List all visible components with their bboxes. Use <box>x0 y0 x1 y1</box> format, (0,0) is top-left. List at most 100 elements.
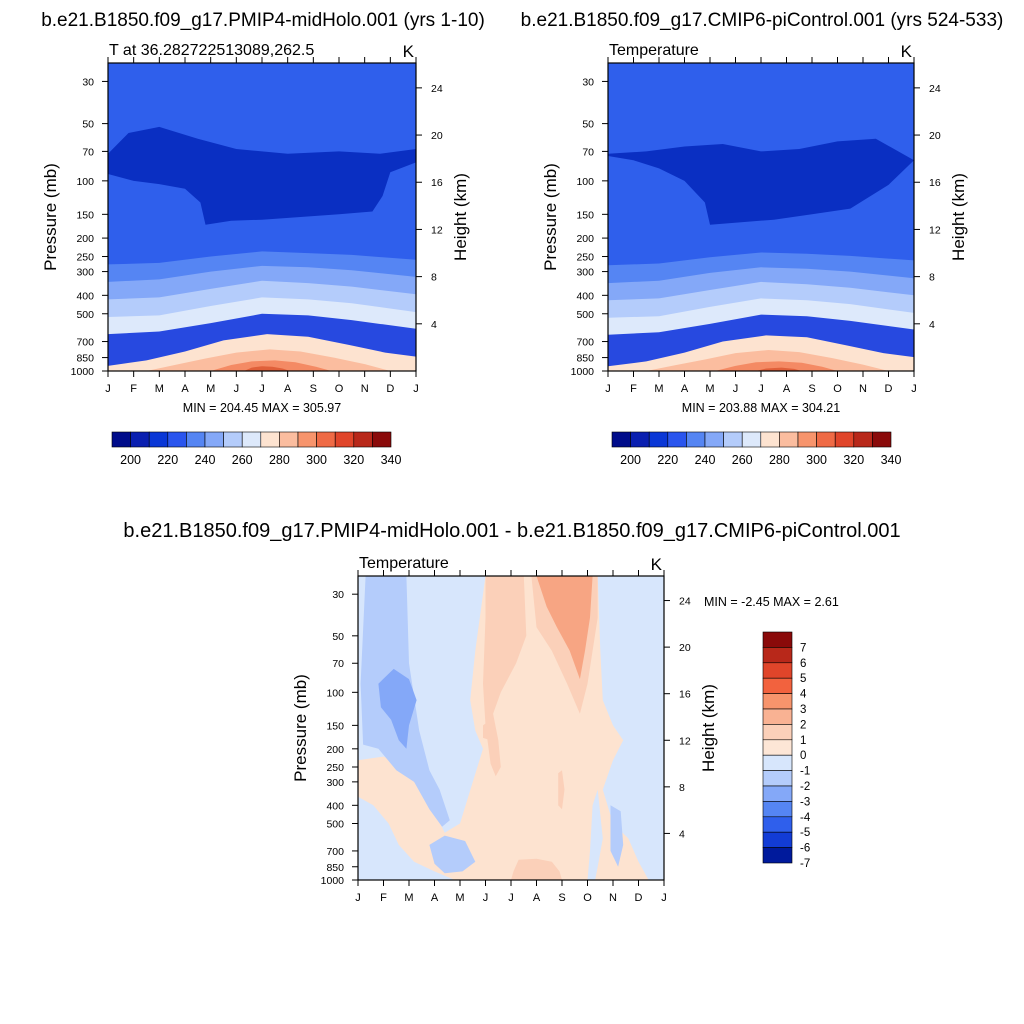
left-x-tick-label: J <box>259 383 265 395</box>
left-height-tick-label: 12 <box>431 224 443 236</box>
right-colorbar-label: 340 <box>881 453 902 467</box>
left-colorbar-label: 320 <box>343 453 364 467</box>
left-x-tick-label: D <box>386 383 394 395</box>
left-x-tick-label: N <box>361 383 369 395</box>
left-colorbar-label: 280 <box>269 453 290 467</box>
diff-colorbar-box <box>762 801 793 818</box>
left-colorbar-box <box>111 431 131 448</box>
right-colorbar-box <box>779 431 799 448</box>
diff-contour-2-2 <box>536 576 593 680</box>
right-height-tick-label: 20 <box>929 130 941 142</box>
right-colorbar-box <box>797 431 817 448</box>
diff-x-tick-label: A <box>533 892 541 904</box>
right-colorbar-box <box>648 431 669 448</box>
left-contour-group <box>108 63 416 371</box>
left-pressure-tick-label: 250 <box>76 252 94 264</box>
diff-x-tick-label: J <box>483 892 489 904</box>
diff-colorbar-box <box>762 739 793 756</box>
right-x-tick-label: A <box>783 383 791 395</box>
right-colorbar-label: 320 <box>843 453 864 467</box>
right-colorbar-box <box>611 431 631 448</box>
diff-colorbar-label: 6 <box>800 658 806 670</box>
left-pressure-tick-label: 70 <box>82 146 94 158</box>
right-case-title: b.e21.B1850.f09_g17.CMIP6-piControl.001 … <box>521 10 1004 31</box>
left-x-tick-label: O <box>335 383 344 395</box>
diff-contour-0-7 <box>358 796 455 880</box>
diff-colorbar-label: -3 <box>800 796 810 808</box>
diff-colorbar-label: 7 <box>800 642 806 654</box>
diff-pressure-tick-label: 300 <box>326 777 344 789</box>
diff-colorbar-label: -5 <box>800 827 810 839</box>
diff-pressure-tick-label: 200 <box>326 744 344 756</box>
diff-units-label: K <box>651 555 663 574</box>
right-pressure-tick-label: 150 <box>576 209 594 221</box>
diff-pressure-tick-label: 850 <box>326 862 344 874</box>
left-contour-210-9 <box>108 126 416 225</box>
left-colorbar-box <box>334 431 355 448</box>
diff-colorbar-label: 1 <box>800 735 806 747</box>
right-colorbar-box <box>686 431 706 448</box>
diff-x-tick-label: S <box>558 892 565 904</box>
left-units-label: K <box>403 42 415 61</box>
left-colorbar-label: 340 <box>381 453 402 467</box>
left-pressure-tick-label: 200 <box>76 233 94 245</box>
right-colorbar-box <box>723 431 743 448</box>
left-minmax-text: MIN = 204.45 MAX = 305.97 <box>183 401 341 415</box>
left-pressure-tick-label: 30 <box>82 76 94 88</box>
right-colorbar-label: 260 <box>732 453 753 467</box>
left-pressure-tick-label: 300 <box>76 267 94 279</box>
left-colorbar-box <box>223 431 243 448</box>
left-x-tick-label: M <box>155 383 164 395</box>
right-pressure-tick-label: 50 <box>582 119 594 131</box>
right-pressure-tick-label: 100 <box>576 176 594 188</box>
left-subtitle: T at 36.282722513089,262.5 <box>109 42 314 59</box>
right-pressure-tick-label: 850 <box>576 353 594 365</box>
diff-colorbar-label: 5 <box>800 673 806 685</box>
left-colorbar-box <box>316 431 336 448</box>
left-height-tick-label: 4 <box>431 319 437 331</box>
right-height-tick-label: 4 <box>929 319 935 331</box>
diff-height-tick-label: 24 <box>679 596 691 608</box>
left-colorbar-box <box>167 431 187 448</box>
right-contour-group <box>608 63 914 371</box>
right-units-label: K <box>901 42 913 61</box>
left-x-tick-label: J <box>413 383 419 395</box>
left-height-tick-label: 20 <box>431 130 443 142</box>
right-colorbar-box <box>853 431 873 448</box>
right-subtitle: Temperature <box>609 42 699 59</box>
diff-contour--1-12 <box>610 805 624 867</box>
right-pressure-tick-label: 700 <box>576 337 594 349</box>
left-contour-290-2 <box>146 349 391 371</box>
left-y-left-label: Pressure (mb) <box>41 163 60 271</box>
diff-x-tick-label: M <box>455 892 464 904</box>
diff-colorbar-box <box>762 847 793 864</box>
right-height-tick-label: 24 <box>929 83 941 95</box>
left-colorbar-box <box>241 431 262 448</box>
diff-colorbar-label: -6 <box>800 843 810 855</box>
diff-colorbar-box <box>762 724 793 741</box>
diff-x-tick-label: J <box>355 892 361 904</box>
diff-colorbar-box <box>762 770 793 787</box>
left-height-tick-label: 24 <box>431 83 443 95</box>
diff-pressure-tick-label: 30 <box>332 589 344 601</box>
left-colorbar-box <box>297 431 317 448</box>
right-colorbar-box <box>630 431 650 448</box>
left-colorbar-label: 300 <box>306 453 327 467</box>
right-colorbar-box <box>704 431 724 448</box>
right-colorbar-box <box>667 431 687 448</box>
diff-colorbar-box <box>762 754 793 771</box>
left-pressure-tick-label: 700 <box>76 337 94 349</box>
diff-contour-1-0 <box>483 576 527 777</box>
right-pressure-tick-label: 500 <box>576 309 594 321</box>
right-colorbar-box <box>760 431 780 448</box>
right-x-tick-label: J <box>605 383 611 395</box>
left-y-right-label: Height (km) <box>451 173 470 261</box>
diff-pressure-tick-label: 70 <box>332 658 344 670</box>
right-pressure-tick-label: 300 <box>576 267 594 279</box>
diff-colorbar-box <box>762 831 793 848</box>
right-contour-295-1 <box>715 361 838 371</box>
left-colorbar-label: 200 <box>120 453 141 467</box>
right-colorbar-box <box>816 431 836 448</box>
right-x-tick-label: J <box>733 383 739 395</box>
diff-contour-group <box>358 576 664 880</box>
